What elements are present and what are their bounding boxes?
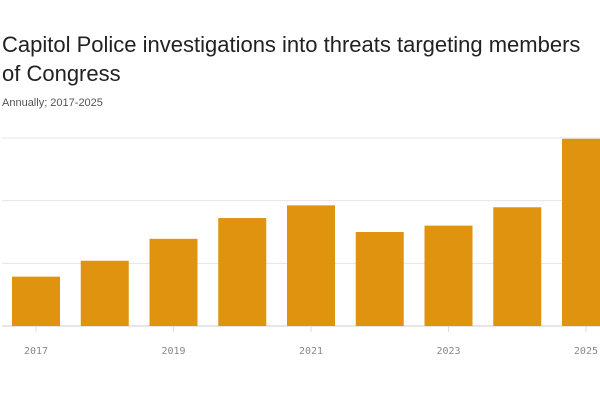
bar-2024	[493, 207, 542, 326]
chart-title: Capitol Police investigations into threa…	[2, 32, 581, 86]
bar-2019	[149, 238, 198, 326]
bar-2017	[12, 276, 60, 326]
x-tick-label: 2021	[299, 346, 323, 357]
bar-2020	[218, 218, 267, 326]
bar-2022	[355, 231, 404, 326]
x-tick-label: 2017	[24, 346, 48, 357]
chart-subtitle: Annually; 2017-2025	[2, 97, 103, 109]
x-tick-label: 2025	[574, 346, 598, 357]
bar-2025	[562, 138, 600, 326]
bar-2023	[424, 225, 473, 326]
x-tick-label: 2019	[161, 346, 185, 357]
bar-2021	[287, 205, 335, 326]
bar-2018	[80, 260, 129, 326]
x-tick-label: 2023	[436, 346, 460, 357]
